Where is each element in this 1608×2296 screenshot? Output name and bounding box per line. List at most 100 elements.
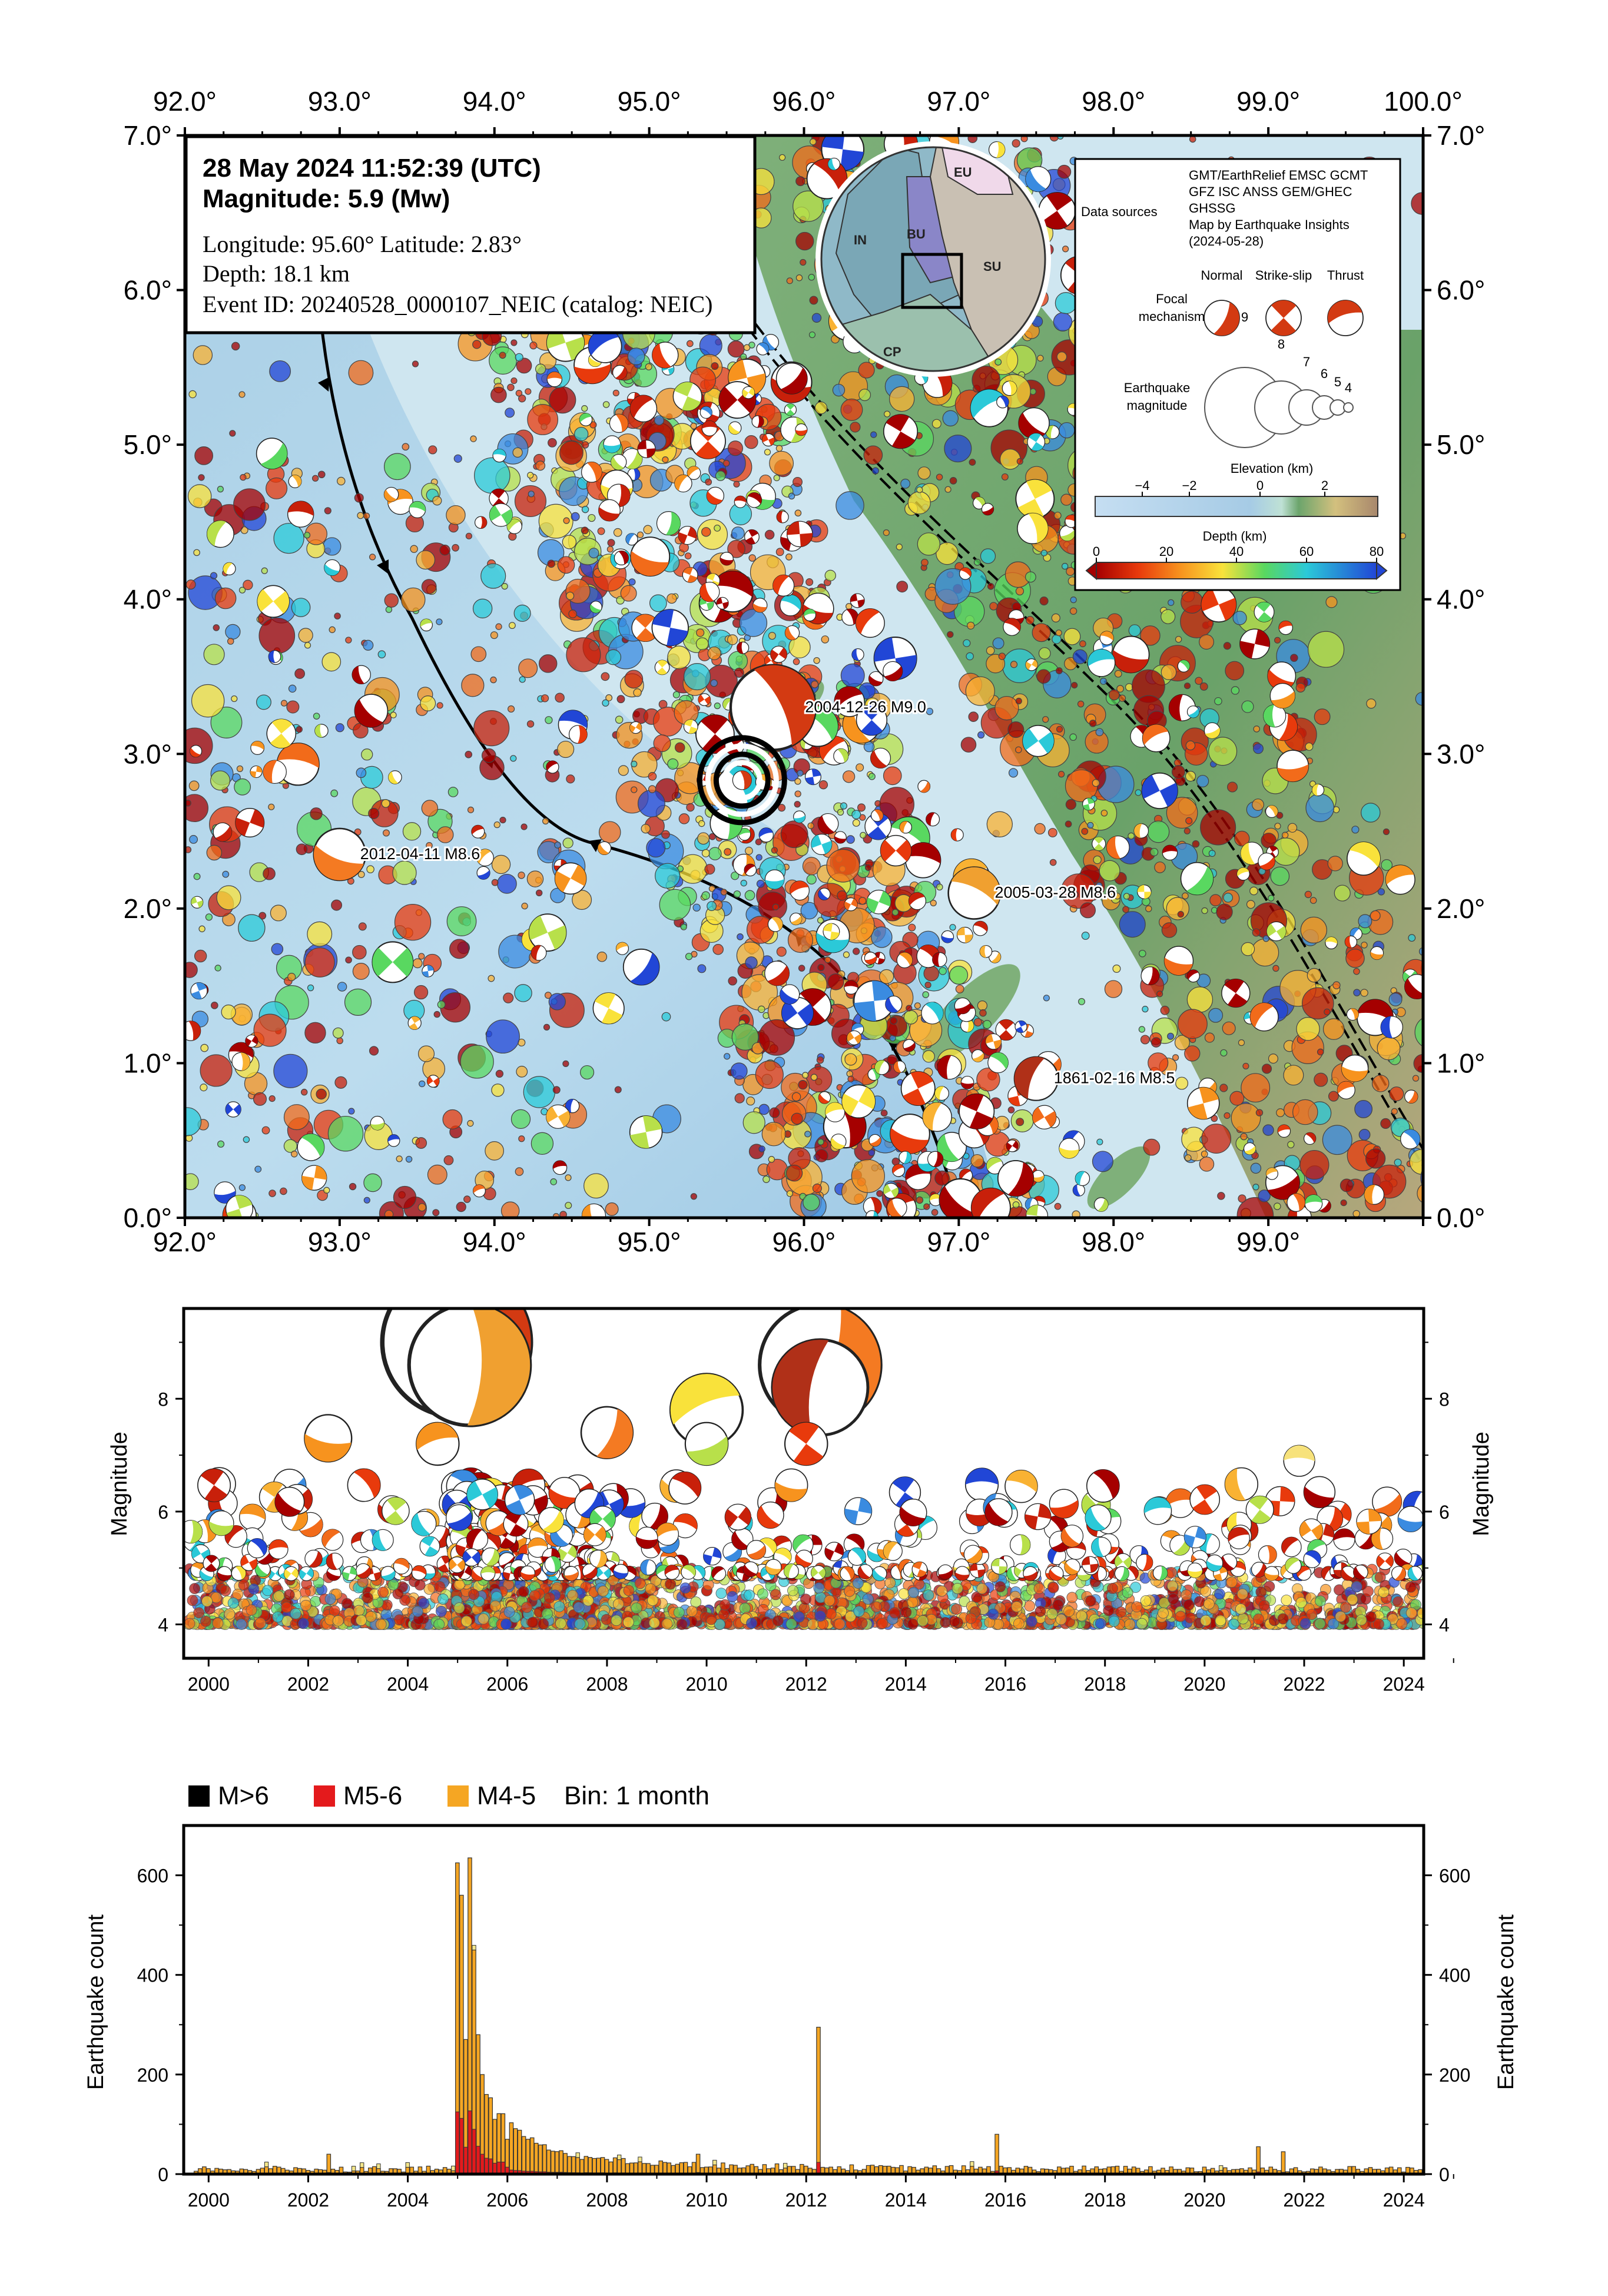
timeseries-x-tick-label: 2004 [387,1674,429,1695]
histogram-y-tick-right: 0 [1439,2164,1450,2185]
legend-magnitude-label-1: Earthquake [1124,380,1191,395]
timeseries-x-tick-label: 2014 [885,1674,927,1695]
timeseries-ylabel-left: Magnitude [107,1432,132,1536]
depth-tick-label: 20 [1159,544,1173,559]
histogram-x-tick-label: 2022 [1283,2189,1325,2211]
histogram-y-tick-right: 600 [1439,1866,1470,1887]
legend-data-sources-label: Data sources [1081,204,1158,219]
lon-tick-bottom-label: 95.0° [618,1227,681,1257]
histogram-panel: M>6 M5-6 M4-5 Bin: 1 month 2000 2002 2004 2… [84,1781,1519,2211]
lat-tick-left-label: 7.0° [124,120,172,151]
historic-events: 2004-12-26 M9.0 2012-04-11 M8.6 2005-03-28… [313,664,1176,1101]
lon-ticks-bottom: 92.0° 93.0° 94.0° 95.0° 96.0° 97.0° 98.0° 99.0° [153,1218,1424,1257]
timeseries-dots [184,1562,1424,1630]
hist-legend-m6: M>6 [218,1781,269,1810]
sumatran-fault [735,311,1423,1167]
timeseries-x-tick-label: 2012 [785,1674,827,1695]
timeseries-x-tick-label: 2002 [287,1674,329,1695]
timeseries-x-tick-label: 2008 [586,1674,628,1695]
inset-label-eu: EU [954,165,972,180]
histogram-axes: 2000 2002 2004 2006 2008 2010 2012 2014 2016 2018… [137,1866,1471,2211]
timeseries-x-tick-label: 2024 [1383,1674,1425,1695]
timeseries-y-tick-left: 4 [158,1615,168,1636]
event-depth: Depth: 18.1 km [203,260,350,287]
lat-tick-right-label: 7.0° [1437,120,1485,151]
histogram-y-tick-right: 200 [1439,2065,1470,2086]
historic-event-label: 2004-12-26 M9.0 [805,698,926,716]
legend-elevation-title: Elevation (km) [1231,461,1314,476]
lat-tick-left-label: 3.0° [124,738,172,769]
inset-label-su: SU [983,259,1002,274]
legend-focal-label-2: mechanism [1139,309,1205,324]
lon-tick-top-label: 97.0° [927,86,990,117]
lat-tick-right-label: 6.0° [1437,275,1485,306]
histogram-y-tick-left: 400 [137,1965,168,1986]
timeseries-y-tick-right: 8 [1439,1389,1450,1410]
lon-tick-top-label: 100.0° [1384,86,1463,117]
histogram-x-tick-label: 2010 [685,2189,727,2211]
histogram-x-tick-label: 2016 [984,2189,1026,2211]
inset-label-cp: CP [883,344,901,359]
histogram-ylabel-left: Earthquake count [84,1914,108,2090]
lon-tick-top-label: 93.0° [308,86,372,117]
inset-label-in: IN [854,233,867,247]
lon-tick-bottom-label: 96.0° [772,1227,836,1257]
histogram-y-tick-left: 0 [158,2164,168,2185]
lon-tick-top-label: 99.0° [1236,86,1300,117]
timeseries-x-tick-label: 2022 [1283,1674,1325,1695]
hist-legend-m5: M5-6 [343,1781,402,1810]
lat-tick-left-label: 6.0° [124,275,172,306]
histogram-x-tick-label: 2004 [387,2189,429,2211]
inset-globe: IN BU EU SU CP [815,141,1051,377]
elevation-tick-label: −4 [1135,478,1149,493]
timeseries-y-tick-right: 4 [1439,1615,1450,1636]
lat-tick-right-label: 0.0° [1437,1202,1485,1233]
legend-depth-title: Depth (km) [1203,529,1267,544]
legend-focal-thrust: Thrust [1327,268,1364,283]
lat-tick-left-label: 0.0° [124,1202,172,1233]
epicenter-marker [697,735,787,826]
legend-source-4: Map by Earthquake Insights [1189,217,1350,232]
legend-source-1: GMT/EarthRelief EMSC GCMT [1189,168,1368,183]
map-legend: Data sources GMT/EarthRelief EMSC GCMT G… [1074,158,1401,591]
timeseries-x-tick-label: 2010 [685,1674,727,1695]
lon-tick-top-label: 98.0° [1082,86,1145,117]
lon-tick-bottom-label: 98.0° [1082,1227,1145,1257]
elevation-tick-label: −2 [1182,478,1196,493]
legend-source-5: (2024-05-28) [1189,234,1264,249]
legend-magnitude-value: 5 [1334,375,1341,389]
lat-ticks-right: 0.0° 1.0° 2.0° 3.0° 4.0° 5.0° 6.0° 7.0° [1423,120,1485,1233]
legend-magnitude-value: 4 [1345,380,1352,395]
legend-magnitude-value: 7 [1303,354,1310,369]
timeseries-y-tick-left: 6 [158,1502,168,1523]
lon-ticks-top: 92.0° 93.0° 94.0° 95.0° 96.0° 97.0° 98.0° 99.0°… [153,86,1463,135]
histogram-y-tick-left: 600 [137,1866,168,1887]
legend-source-2: GFZ ISC ANSS GEM/GHEC [1189,184,1352,199]
timeseries-x-tick-label: 2018 [1084,1674,1126,1695]
historic-event-label: 1861-02-16 M8.5 [1054,1069,1175,1087]
legend-magnitude-label-2: magnitude [1127,398,1188,413]
event-location: Longitude: 95.60° Latitude: 2.83° [203,231,522,257]
depth-tick-label: 0 [1093,544,1100,559]
depth-tick-label: 80 [1370,544,1384,559]
lat-tick-right-label: 5.0° [1437,429,1485,460]
legend-magnitude-value: 6 [1321,366,1328,381]
histogram-x-tick-label: 2000 [188,2189,230,2211]
hist-bin-label: Bin: 1 month [564,1781,709,1810]
focal-mechanisms [185,135,1423,1218]
timeseries-y-tick-left: 8 [158,1389,168,1410]
event-magnitude: Magnitude: 5.9 (Mw) [203,184,450,213]
legend-focal-normal: Normal [1201,268,1243,283]
hist-legend-m4: M4-5 [477,1781,536,1810]
lon-tick-top-label: 96.0° [772,86,836,117]
histogram-x-tick-label: 2008 [586,2189,628,2211]
lon-tick-bottom-label: 92.0° [153,1227,217,1257]
legend-magnitude-value: 9 [1241,310,1248,324]
legend-magnitude-value: 8 [1278,337,1285,352]
historic-event-label: 2012-04-11 M8.6 [360,845,480,863]
lat-tick-right-label: 4.0° [1437,584,1485,615]
event-id: Event ID: 20240528_0000107_NEIC (catalog… [203,291,713,317]
lon-tick-bottom-label: 99.0° [1236,1227,1300,1257]
histogram-y-tick-left: 200 [137,2065,168,2086]
timeseries-ylabel-right: Magnitude [1469,1432,1494,1536]
